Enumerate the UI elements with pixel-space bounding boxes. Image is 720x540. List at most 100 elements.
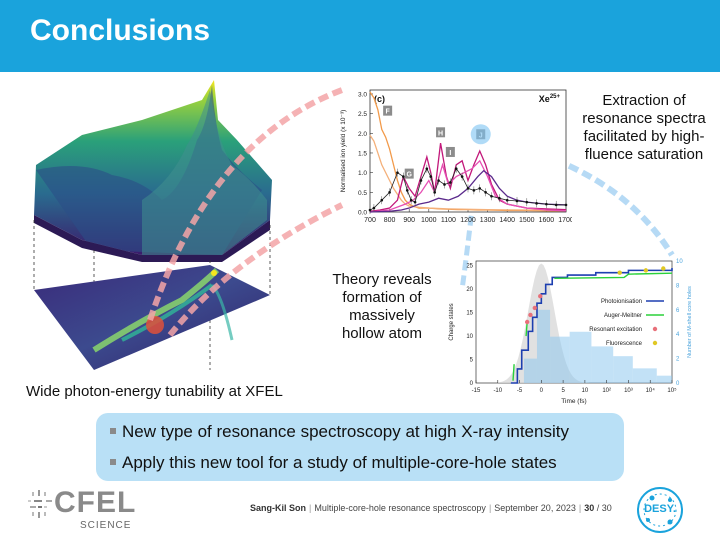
resonant-excitation-dot: [532, 305, 537, 311]
footer-talk: Multiple-core-hole resonance spectroscop…: [314, 503, 486, 513]
y-tick-label: 1.5: [358, 150, 367, 157]
bullet-text: Apply this new tool for a study of multi…: [122, 453, 557, 472]
peak-label-box: [404, 168, 414, 179]
x-tick-label: 1200: [460, 217, 476, 224]
x-tick-label: 5: [561, 388, 565, 394]
slide-header: Conclusions: [0, 0, 720, 72]
legend-swatch: [652, 340, 658, 346]
data-point: [449, 181, 452, 184]
data-point: [478, 187, 482, 190]
data-point: [425, 167, 429, 171]
core-hole-bar: [523, 358, 537, 383]
core-hole-bar: [632, 368, 657, 383]
data-point: [545, 202, 548, 206]
photoionisation-line: [510, 268, 673, 384]
data-point: [433, 191, 436, 194]
y2-tick-label: 8: [676, 283, 680, 289]
x-tick-label: 10⁴: [646, 387, 656, 394]
cfel-wordmark: CFEL: [54, 486, 137, 519]
y-tick-label: 1.0: [358, 170, 367, 177]
core-hole-bar: [591, 346, 614, 383]
peak-label: G: [406, 172, 412, 179]
x-tick-label: 10³: [624, 388, 633, 394]
x-tick-label: 1100: [441, 217, 456, 224]
y2-tick-label: 4: [676, 332, 680, 338]
core-hole-bar: [536, 309, 551, 383]
core-hole-bar: [550, 336, 570, 383]
fluorescence-dot: [643, 268, 649, 273]
resonant-excitation-dot: [524, 319, 530, 325]
panel-label: (c): [374, 94, 385, 104]
x-tick-label: 10: [582, 388, 589, 394]
data-point: [515, 199, 519, 203]
x-tick-label: 900: [403, 217, 415, 224]
data-point: [505, 198, 509, 202]
data-point: [535, 202, 538, 205]
y-tick-label: 0.0: [358, 210, 367, 217]
3d-surface-plot: [33, 80, 272, 370]
footer-total: 30: [601, 503, 612, 513]
data-point: [405, 189, 409, 192]
caption-left: Wide photon-energy tunability at XFEL: [26, 383, 283, 400]
fluorescence-dot: [617, 270, 622, 275]
data-point: [554, 203, 558, 207]
x-axis-label: Time (fs): [561, 398, 586, 405]
data-point: [413, 200, 417, 204]
data-point: [498, 196, 501, 200]
y-tick-label: 10: [466, 334, 473, 340]
desy-wordmark: DESY.: [644, 503, 676, 515]
highlight-circle: [470, 124, 491, 145]
footer-author: Sang-Kil Son: [250, 503, 306, 513]
bullet-item: Apply this new tool for a study of multi…: [110, 453, 557, 473]
data-point: [419, 179, 423, 182]
x-tick-label: 1600: [539, 217, 555, 224]
resonant-excitation-dot: [538, 293, 543, 299]
legend-swatch: [652, 326, 658, 332]
legend-label: Fluorescence: [606, 341, 643, 347]
x-tick-label: 1700: [558, 217, 572, 224]
bullet-square-icon: [110, 427, 116, 434]
bullet-text: New type of resonance spectroscopy at hi…: [122, 422, 569, 441]
y2-axis-label: Number of M-shell core holes: [687, 286, 693, 358]
y2-tick-label: 2: [676, 357, 680, 363]
core-hole-bar: [569, 331, 592, 383]
y2-tick-label: 10: [676, 259, 683, 265]
data-point: [402, 175, 405, 178]
y-tick-label: 25: [466, 264, 473, 270]
conclusion-box: New type of resonance spectroscopy at hi…: [96, 413, 624, 481]
desy-logo: DESY.: [636, 486, 684, 534]
core-hole-bar: [656, 375, 672, 383]
data-point: [525, 200, 529, 204]
x-tick-label: -5: [517, 388, 523, 394]
y-tick-label: 0.5: [358, 190, 367, 197]
footer-date: September 20, 2023: [494, 503, 576, 513]
data-point: [472, 189, 476, 192]
x-tick-label: -10: [493, 388, 502, 394]
data-point: [429, 175, 433, 178]
data-point: [454, 167, 458, 171]
slide-title: Conclusions: [30, 14, 211, 47]
y-tick-label: 3.0: [358, 91, 367, 98]
core-hole-bar: [613, 356, 633, 383]
cfel-logo: CFEL SCIENCE: [28, 484, 138, 534]
data-point: [443, 183, 446, 186]
resonant-excitation-dot: [528, 312, 533, 318]
data-point: [460, 175, 464, 178]
auger-meitner-line: [512, 272, 673, 381]
desy-ring-icon: [637, 487, 683, 533]
data-point: [490, 194, 493, 198]
x-tick-label: 10⁵: [667, 387, 677, 394]
legend-label: Resonant excitation: [589, 327, 642, 333]
cfel-subtitle: SCIENCE: [80, 520, 132, 531]
peak-label-box: [445, 146, 455, 157]
peak-label: F: [385, 109, 390, 116]
data-point: [380, 198, 384, 202]
data-point: [368, 208, 372, 212]
x-tick-label: 1500: [519, 217, 535, 224]
x-tick-label: 1400: [499, 217, 515, 224]
y-tick-label: 5: [470, 358, 474, 364]
y2-tick-label: 6: [676, 308, 680, 314]
bullet-item: New type of resonance spectroscopy at hi…: [110, 422, 569, 442]
peak-label-box: [383, 105, 393, 116]
bullet-square-icon: [110, 458, 116, 465]
